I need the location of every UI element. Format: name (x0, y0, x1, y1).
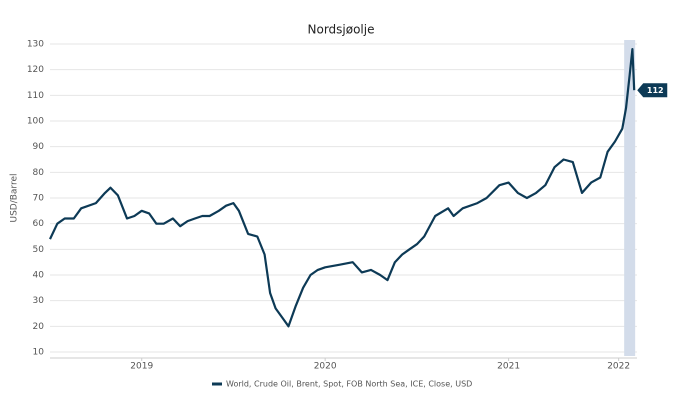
y-tick-label: 60 (33, 219, 45, 229)
x-tick-label: 2020 (314, 362, 337, 372)
y-tick-label: 80 (33, 168, 45, 178)
x-tick-label: 2022 (607, 362, 630, 372)
y-tick-label: 40 (33, 271, 45, 281)
value-callout (637, 83, 668, 98)
y-tick-label: 20 (33, 322, 45, 332)
y-tick-label: 70 (33, 194, 45, 204)
legend-label: World, Crude Oil, Brent, Spot, FOB North… (226, 380, 472, 389)
y-axis-label: USD/Barrel (10, 173, 20, 222)
value-label: 112 (647, 86, 664, 95)
x-tick-label: 2021 (497, 362, 520, 372)
y-tick-label: 30 (33, 296, 45, 306)
y-tick-label: 120 (27, 65, 44, 75)
y-tick-label: 90 (33, 142, 45, 152)
y-tick-label: 10 (33, 348, 45, 358)
x-tick-label: 2019 (130, 362, 153, 372)
chart-title: Nordsjøolje (308, 23, 375, 37)
y-tick-label: 100 (27, 117, 44, 127)
y-tick-label: 50 (33, 245, 45, 255)
line (49, 48, 636, 328)
y-tick-label: 130 (27, 40, 44, 50)
y-tick-label: 110 (27, 91, 44, 101)
highlight-band (624, 40, 636, 356)
